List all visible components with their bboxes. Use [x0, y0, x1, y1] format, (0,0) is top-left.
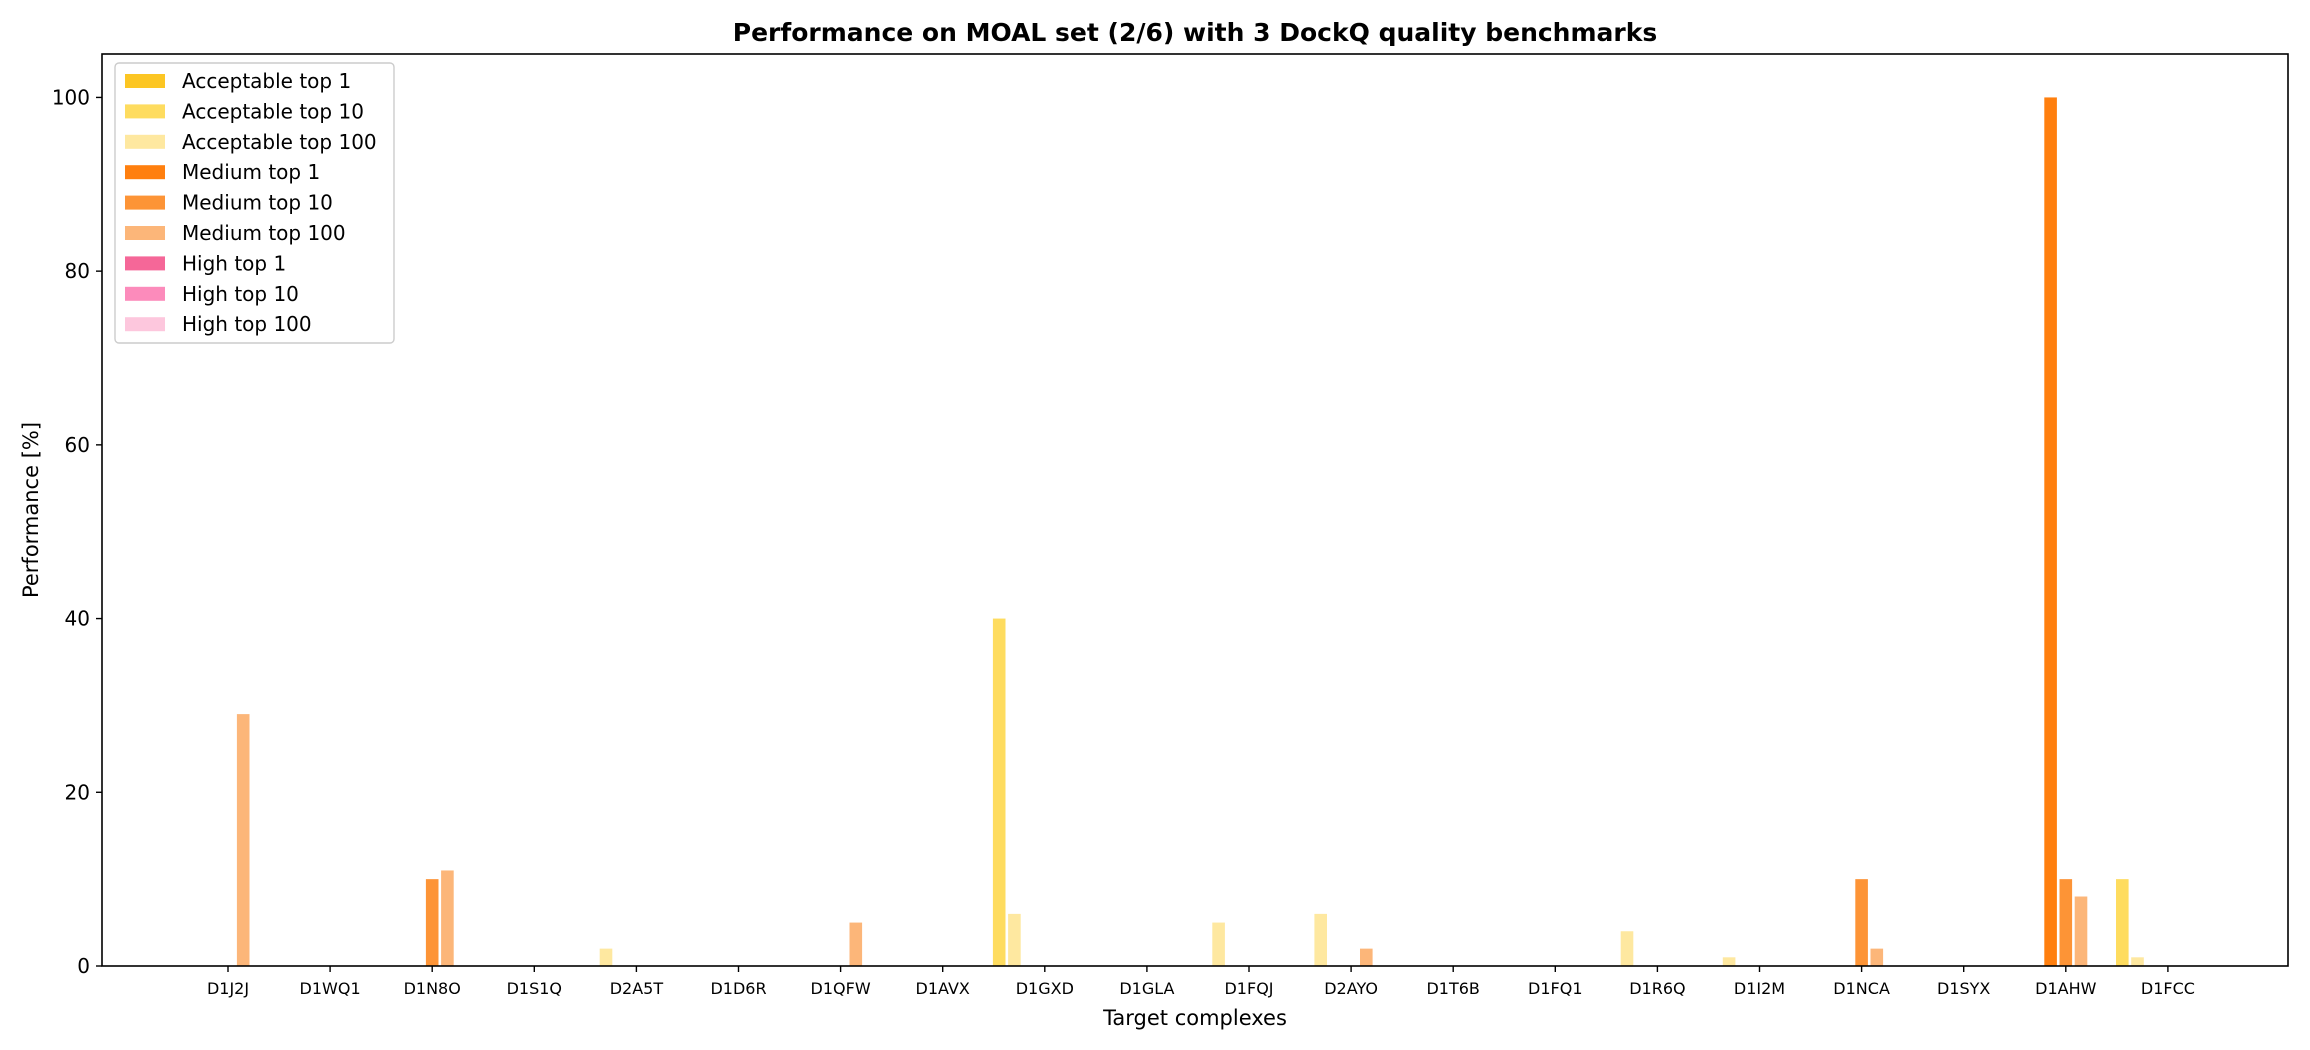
- y-axis-label: Performance [%]: [19, 422, 43, 598]
- legend-label: Medium top 100: [182, 221, 346, 245]
- y-axis-ticks: 0 20 40 60 80 100: [52, 85, 102, 978]
- bar-d1ahw-series-3: [2044, 97, 2057, 967]
- x-tick-label: D1FQJ: [1224, 979, 1273, 998]
- x-tick-label: D1R6Q: [1629, 979, 1685, 998]
- y-tick-label: 100: [52, 85, 90, 109]
- legend-swatch: [125, 195, 165, 210]
- y-tick-label: 20: [65, 780, 90, 804]
- legend-swatch: [125, 134, 165, 149]
- legend-swatch: [125, 165, 165, 180]
- legend-label: Acceptable top 1: [182, 69, 351, 93]
- x-tick-label: D1AHW: [2035, 979, 2096, 998]
- bar-d2ayo-series-5: [1360, 948, 1373, 966]
- y-tick-label: 80: [65, 259, 90, 283]
- x-tick-label: D2AYO: [1324, 979, 1378, 998]
- y-tick-label: 40: [65, 607, 90, 631]
- legend-label: Medium top 1: [182, 160, 320, 184]
- legend: Acceptable top 1 Acceptable top 10 Accepta…: [114, 62, 395, 344]
- bar-d1ahw-series-4: [2059, 879, 2073, 966]
- x-tick-label: D1FQ1: [1528, 979, 1582, 998]
- legend-swatch: [125, 256, 165, 271]
- bar-d1fcc-series-1: [2116, 879, 2129, 966]
- bar-d1nca-series-4: [1855, 879, 1868, 966]
- x-tick-label: D1N8O: [404, 979, 461, 998]
- chart-title: Performance on MOAL set (2/6) with 3 Doc…: [733, 18, 1658, 47]
- bar-d1i2m-series-2: [1722, 957, 1736, 966]
- legend-label: Acceptable top 10: [182, 99, 364, 123]
- legend-swatch: [125, 226, 165, 240]
- x-tick-label: D1QFW: [811, 979, 871, 998]
- bar-d1fcc-series-2: [2131, 957, 2144, 966]
- x-tick-label: D1AVX: [916, 979, 970, 998]
- legend-label: Medium top 10: [182, 191, 333, 215]
- y-tick-label: 60: [65, 433, 90, 457]
- x-tick-label: D1S1Q: [507, 979, 562, 998]
- x-tick-label: D1T6B: [1426, 979, 1479, 998]
- legend-label: High top 100: [182, 312, 312, 336]
- x-tick-label: D2A5T: [610, 979, 664, 998]
- bar-d1j2j-series-5: [236, 714, 250, 966]
- x-tick-label: D1GLA: [1119, 979, 1174, 998]
- legend-swatch: [125, 286, 165, 301]
- bar-d1r6q-series-2: [1620, 931, 1634, 966]
- bar-d1fqj-series-2: [1212, 922, 1225, 966]
- x-tick-label: D1SYX: [1937, 979, 1990, 998]
- bar-d2ayo-series-2: [1314, 913, 1327, 966]
- legend-swatch: [125, 74, 165, 88]
- x-tick-label: D1J2J: [207, 979, 249, 998]
- y-tick-label: 0: [77, 954, 90, 978]
- legend-label: Acceptable top 100: [182, 130, 377, 154]
- x-axis-label: Target complexes: [1102, 1006, 1287, 1030]
- bar-d1gxd-series-2: [1008, 913, 1021, 966]
- legend-swatch: [125, 104, 165, 119]
- legend-label: High top 10: [182, 282, 299, 306]
- bars-group: [236, 97, 2144, 967]
- x-tick-label: D1GXD: [1016, 979, 1074, 998]
- x-tick-label: D1WQ1: [300, 979, 361, 998]
- x-tick-label: D1NCA: [1833, 979, 1890, 998]
- bar-d2a5t-series-2: [599, 948, 613, 966]
- bar-d1ahw-series-5: [2074, 896, 2088, 966]
- legend-swatch: [125, 317, 165, 332]
- plot-area-frame: [101, 53, 2289, 967]
- x-axis-ticks: D1J2J D1WQ1 D1N8O D1S1Q D2A5T D1D6R D1QFW D1AVX…: [207, 966, 2195, 998]
- legend-label: High top 1: [182, 251, 286, 275]
- legend-box: [114, 62, 395, 344]
- bar-d1nca-series-5: [1870, 948, 1884, 966]
- x-tick-label: D1I2M: [1734, 979, 1785, 998]
- bar-d1qfw-series-5: [849, 922, 863, 966]
- bar-d1n8o-series-4: [425, 879, 439, 966]
- bar-d1n8o-series-5: [441, 870, 454, 966]
- bar-d1gxd-series-1: [992, 618, 1006, 966]
- x-tick-label: D1D6R: [710, 979, 766, 998]
- x-tick-label: D1FCC: [2141, 979, 2195, 998]
